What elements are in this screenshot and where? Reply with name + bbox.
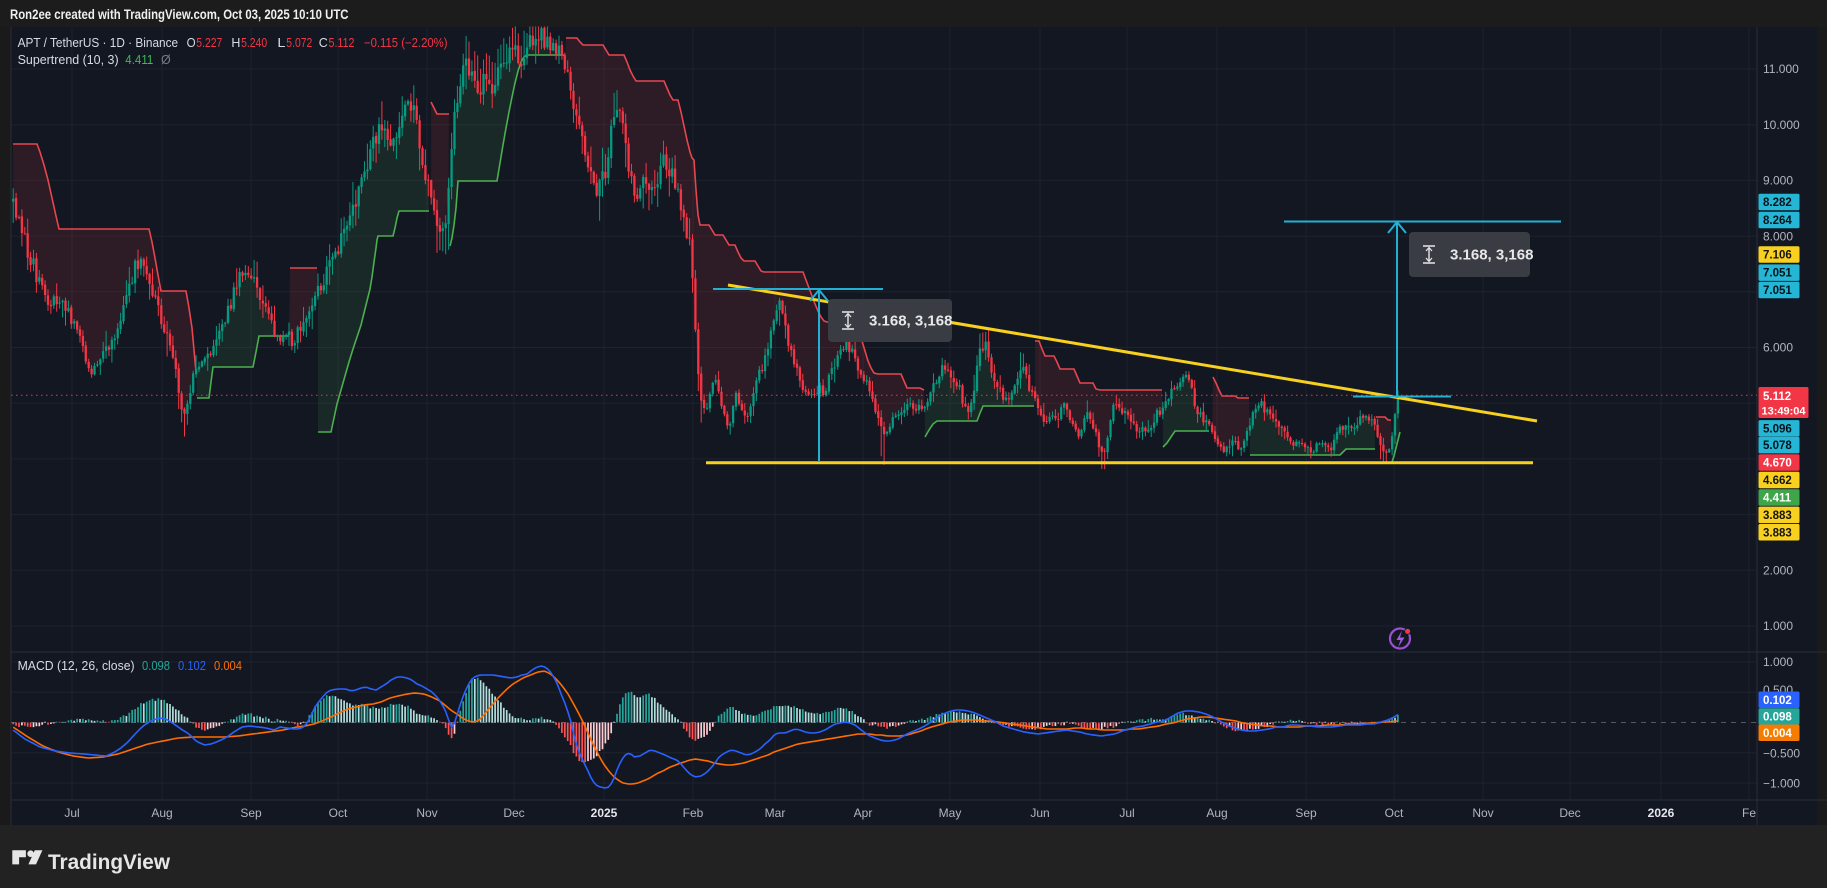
svg-text:−0.500: −0.500: [1763, 747, 1800, 761]
svg-text:4.670: 4.670: [1763, 458, 1792, 470]
svg-text:9.000: 9.000: [1763, 174, 1793, 188]
svg-text:8.000: 8.000: [1763, 229, 1793, 243]
svg-text:7.051: 7.051: [1763, 268, 1792, 280]
svg-text:6.000: 6.000: [1763, 341, 1793, 355]
svg-text:Supertrend (10, 3): Supertrend (10, 3): [18, 53, 119, 67]
svg-text:5.096: 5.096: [1763, 423, 1792, 435]
svg-text:O: O: [187, 36, 196, 50]
svg-text:TradingView: TradingView: [48, 850, 170, 874]
svg-text:2025: 2025: [591, 806, 618, 820]
svg-text:Jun: Jun: [1030, 806, 1049, 820]
svg-text:3.168, 3,168: 3.168, 3,168: [869, 313, 952, 330]
svg-text:Sep: Sep: [1295, 806, 1317, 820]
svg-text:1.000: 1.000: [1763, 619, 1793, 633]
svg-text:Feb: Feb: [683, 806, 704, 820]
svg-text:−1.000: −1.000: [1763, 777, 1800, 791]
svg-text:Ron2ee created with TradingVie: Ron2ee created with TradingView.com, Oct…: [10, 7, 349, 22]
svg-text:Nov: Nov: [416, 806, 437, 820]
svg-text:0.098: 0.098: [1763, 712, 1792, 724]
svg-text:L: L: [277, 36, 285, 50]
svg-text:3.883: 3.883: [1763, 510, 1792, 522]
svg-text:13:49:04: 13:49:04: [1762, 405, 1807, 417]
svg-text:0.102: 0.102: [1763, 695, 1792, 707]
svg-text:0.102: 0.102: [178, 659, 206, 673]
svg-text:May: May: [939, 806, 962, 820]
svg-text:3.883: 3.883: [1763, 527, 1792, 539]
svg-text:7.051: 7.051: [1763, 285, 1792, 297]
svg-text:Jul: Jul: [64, 806, 79, 820]
svg-text:Dec: Dec: [503, 806, 524, 820]
svg-text:Fe: Fe: [1742, 806, 1756, 820]
svg-text:5.112: 5.112: [329, 36, 355, 50]
svg-text:1.000: 1.000: [1763, 655, 1793, 669]
svg-text:Nov: Nov: [1472, 806, 1493, 820]
svg-text:5.240: 5.240: [241, 36, 267, 50]
svg-text:APT / TetherUS · 1D · Binance: APT / TetherUS · 1D · Binance: [18, 36, 179, 50]
svg-text:0.004: 0.004: [1763, 728, 1792, 740]
svg-text:Jul: Jul: [1119, 806, 1134, 820]
svg-text:Aug: Aug: [1206, 806, 1227, 820]
svg-text:4.411: 4.411: [1763, 493, 1792, 505]
svg-text:8.264: 8.264: [1763, 215, 1792, 227]
svg-text:C: C: [319, 36, 328, 50]
svg-text:MACD (12, 26, close): MACD (12, 26, close): [18, 659, 135, 673]
svg-text:Aug: Aug: [151, 806, 172, 820]
svg-text:3.168, 3,168: 3.168, 3,168: [1450, 247, 1533, 264]
svg-text:Dec: Dec: [1559, 806, 1580, 820]
svg-text:8.282: 8.282: [1763, 197, 1792, 209]
svg-text:5.227: 5.227: [196, 36, 222, 50]
svg-text:0.098: 0.098: [142, 659, 170, 673]
svg-text:5.072: 5.072: [286, 36, 312, 50]
svg-text:10.000: 10.000: [1763, 118, 1800, 132]
svg-text:H: H: [231, 36, 240, 50]
svg-text:7.106: 7.106: [1763, 250, 1792, 262]
svg-text:2.000: 2.000: [1763, 564, 1793, 578]
svg-text:5.078: 5.078: [1763, 440, 1792, 452]
svg-text:2026: 2026: [1648, 806, 1675, 820]
svg-text:−0.115 (−2.20%): −0.115 (−2.20%): [364, 36, 448, 50]
svg-text:Mar: Mar: [765, 806, 786, 820]
svg-text:4.662: 4.662: [1763, 475, 1792, 487]
svg-text:4.411: 4.411: [125, 53, 153, 67]
svg-text:Sep: Sep: [240, 806, 262, 820]
svg-text:Apr: Apr: [854, 806, 873, 820]
svg-text:0.004: 0.004: [214, 659, 242, 673]
svg-text:5.112: 5.112: [1763, 391, 1791, 403]
svg-text:11.000: 11.000: [1763, 62, 1799, 76]
svg-text:Ø: Ø: [161, 53, 171, 67]
svg-text:Oct: Oct: [329, 806, 348, 820]
svg-text:Oct: Oct: [1385, 806, 1404, 820]
